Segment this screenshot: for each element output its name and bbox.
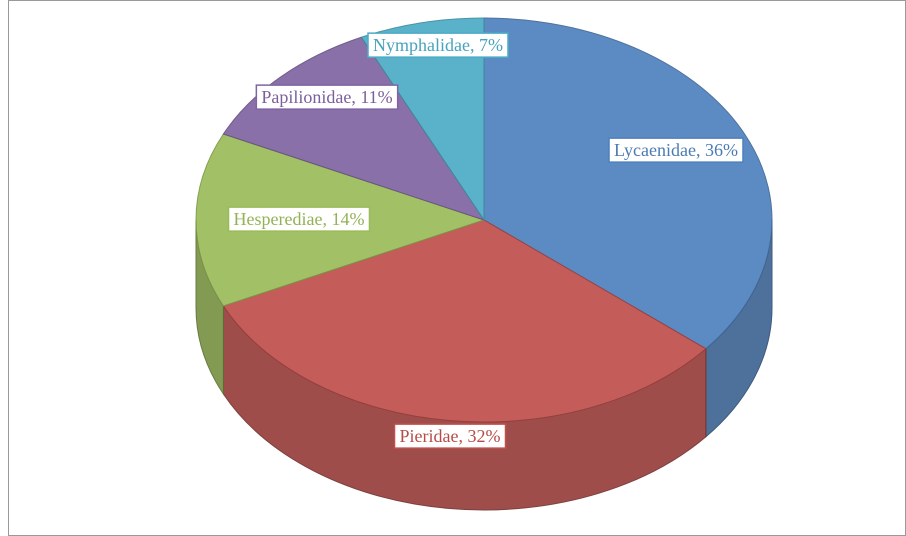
pie-slice [222, 36, 486, 221]
data-labels: Lycaenidae, 36% Pieridae, 32% Hesperediae,… [227, 32, 744, 449]
data-label: Pieridae, 32% [400, 426, 501, 446]
data-label: Hesperediae, 14% [234, 209, 365, 229]
pie-tops [195, 17, 773, 423]
data-label-box [255, 84, 399, 110]
pie-slice [222, 219, 707, 423]
data-label-box [367, 32, 509, 58]
data-label-box [393, 423, 507, 449]
data-label-box [608, 137, 744, 163]
data-label-box [227, 206, 371, 232]
data-label: Nymphalidae, 7% [373, 35, 503, 55]
data-label: Papilionidae, 11% [261, 87, 392, 107]
pie-slice [483, 17, 773, 350]
pie-slice [360, 17, 485, 222]
data-label: Lycaenidae, 36% [614, 140, 738, 160]
